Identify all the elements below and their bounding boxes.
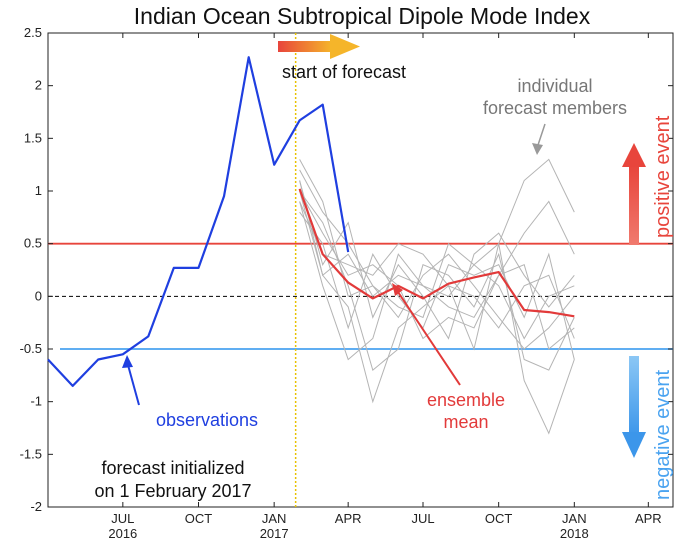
forecast-member-line-4	[299, 169, 575, 350]
x-tick-label: APR	[335, 511, 362, 526]
y-tick-label: 0.5	[24, 236, 42, 251]
observations-label: observations	[156, 410, 258, 430]
forecast-initialized-line2: on 1 February 2017	[94, 481, 251, 501]
x-tick-label: JUL	[411, 511, 434, 526]
ensemble-mean-label-line2: mean	[443, 412, 488, 432]
ensemble-mean-label-line1: ensemble	[427, 390, 505, 410]
x-tick-label: OCT	[185, 511, 213, 526]
ensemble-mean-line	[298, 188, 575, 318]
positive-event-label: positive event	[652, 115, 674, 238]
x-tick-label: JUL	[111, 511, 134, 526]
x-tick-label: JAN	[562, 511, 587, 526]
x-tick-label: JAN	[262, 511, 287, 526]
chart-title: Indian Ocean Subtropical Dipole Mode Ind…	[134, 3, 591, 29]
forecast-member-line-8	[299, 201, 575, 339]
x-tick-label: APR	[635, 511, 662, 526]
x-tick-label: OCT	[485, 511, 513, 526]
forecast-member-line-1	[299, 158, 575, 404]
y-tick-label: -1.5	[20, 446, 42, 461]
members-pointer-arrow	[532, 123, 546, 155]
y-tick-label: -1	[30, 394, 42, 409]
x-tick-year-label: 2018	[560, 526, 589, 541]
y-tick-label: 1	[35, 183, 42, 198]
positive-event-arrow	[622, 143, 646, 245]
y-tick-label: 2.5	[24, 25, 42, 40]
y-tick-label: 0	[35, 288, 42, 303]
y-tick-label: 1.5	[24, 130, 42, 145]
y-tick-label: -2	[30, 499, 42, 514]
y-tick-label: 2	[35, 78, 42, 93]
y-tick-label: -0.5	[20, 341, 42, 356]
start-of-forecast-label: start of forecast	[282, 62, 406, 82]
x-tick-year-label: 2016	[108, 526, 137, 541]
forecast-member-line-7	[299, 190, 575, 371]
members-label-line1: individual	[517, 76, 592, 96]
forecast-member-line-10	[299, 190, 575, 350]
y-axis: 2.5 2 1.5 1 0.5 0 -0.5 -1 -1.5 -2	[20, 25, 673, 514]
forecast-members	[299, 158, 575, 435]
forecast-initialized-line1: forecast initialized	[101, 458, 244, 478]
series-lines	[47, 56, 575, 387]
members-label-line2: forecast members	[483, 98, 627, 118]
x-tick-year-label: 2017	[260, 526, 289, 541]
negative-event-label: negative event	[652, 369, 674, 500]
negative-event-arrow	[622, 356, 646, 458]
plot-frame	[47, 32, 674, 508]
observations-pointer-arrow	[122, 355, 140, 406]
ensemble-pointer-arrow	[392, 283, 461, 386]
forecast-member-line-9	[299, 159, 575, 340]
observations-line	[47, 56, 350, 387]
forecast-member-line-2	[299, 190, 575, 340]
start-of-forecast-arrow	[278, 34, 360, 59]
